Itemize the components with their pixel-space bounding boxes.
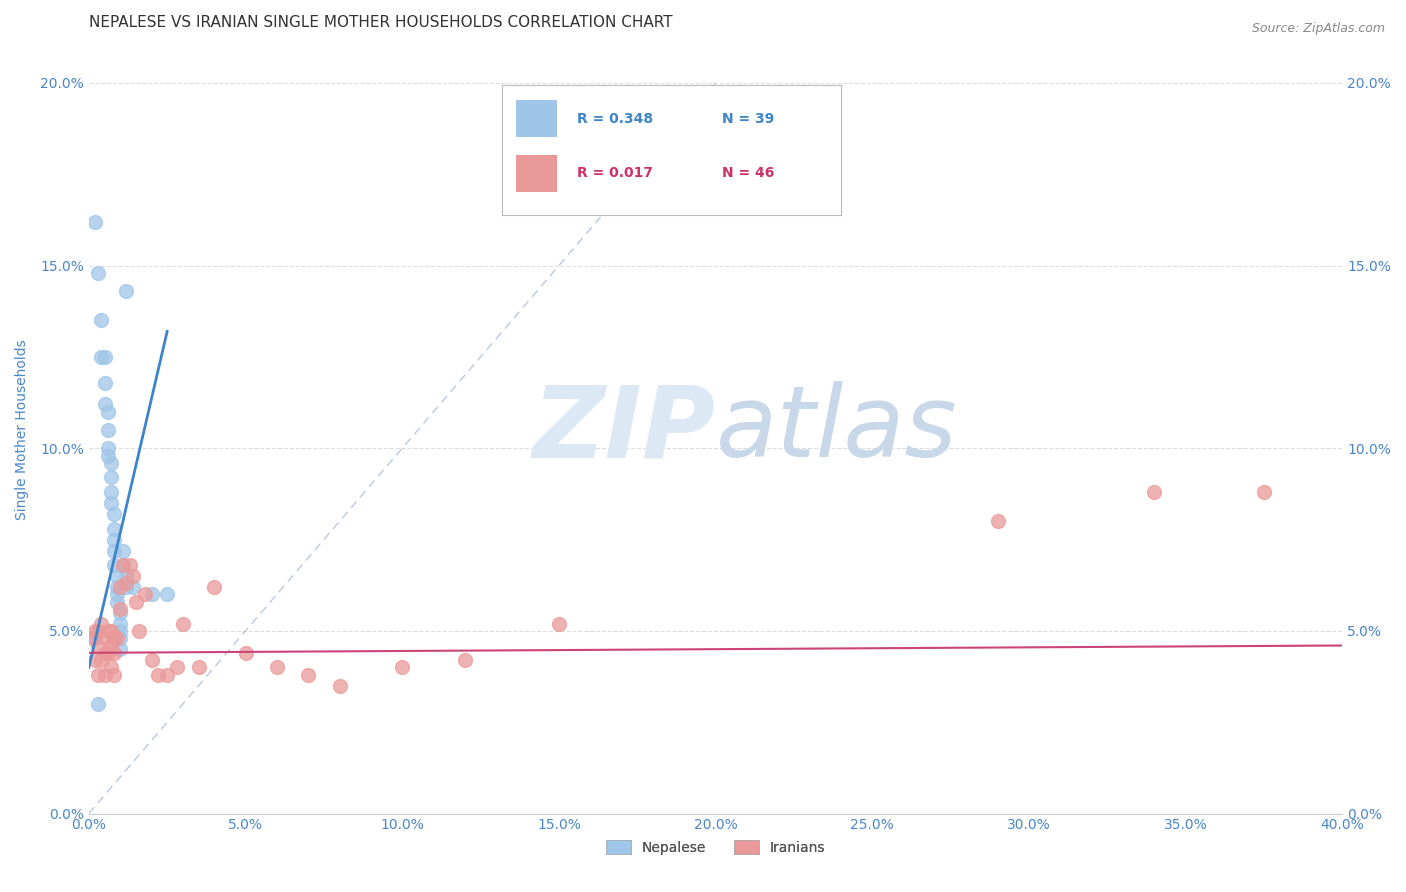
Point <box>87 667 110 681</box>
Point <box>93 350 115 364</box>
Point <box>115 580 138 594</box>
Point <box>100 624 122 638</box>
Point <box>84 631 107 645</box>
Point <box>121 569 143 583</box>
Point <box>97 423 120 437</box>
Point <box>103 522 125 536</box>
Point <box>297 667 319 681</box>
Point <box>128 624 150 638</box>
Point <box>93 646 115 660</box>
Point <box>97 624 120 638</box>
Point <box>108 606 131 620</box>
Point <box>87 266 110 280</box>
Point <box>112 543 135 558</box>
Point <box>90 350 112 364</box>
Point <box>121 580 143 594</box>
Point <box>97 449 120 463</box>
Point <box>97 405 120 419</box>
Point <box>156 587 179 601</box>
Point <box>80 631 103 645</box>
Point <box>454 653 477 667</box>
Point <box>108 624 131 638</box>
Point <box>108 642 131 657</box>
Point <box>103 507 125 521</box>
Point <box>90 653 112 667</box>
Point <box>97 442 120 456</box>
Point <box>100 485 122 500</box>
Point <box>266 660 288 674</box>
Point <box>134 587 156 601</box>
Point <box>103 631 125 645</box>
Point <box>108 631 131 645</box>
Point <box>118 558 141 573</box>
Point <box>115 284 138 298</box>
Point <box>125 595 148 609</box>
Point <box>328 679 350 693</box>
Point <box>100 496 122 510</box>
Point <box>87 697 110 711</box>
Text: NEPALESE VS IRANIAN SINGLE MOTHER HOUSEHOLDS CORRELATION CHART: NEPALESE VS IRANIAN SINGLE MOTHER HOUSEH… <box>89 15 672 30</box>
Text: Source: ZipAtlas.com: Source: ZipAtlas.com <box>1251 22 1385 36</box>
Point <box>141 587 163 601</box>
Point <box>187 660 209 674</box>
Point <box>100 660 122 674</box>
Point <box>105 569 128 583</box>
Point <box>93 376 115 390</box>
Text: atlas: atlas <box>716 382 957 478</box>
Point <box>987 514 1010 528</box>
Point <box>84 653 107 667</box>
Point <box>202 580 225 594</box>
Point <box>108 616 131 631</box>
Point <box>108 580 131 594</box>
Point <box>547 616 569 631</box>
Point <box>103 543 125 558</box>
Point <box>93 667 115 681</box>
Point <box>100 470 122 484</box>
Point <box>103 533 125 547</box>
Point <box>105 595 128 609</box>
Point <box>93 397 115 411</box>
Y-axis label: Single Mother Households: Single Mother Households <box>15 340 30 520</box>
Point <box>172 616 194 631</box>
Point <box>112 558 135 573</box>
Point <box>108 602 131 616</box>
Point <box>103 558 125 573</box>
Point <box>87 639 110 653</box>
Point <box>235 646 257 660</box>
Point <box>100 456 122 470</box>
Text: ZIP: ZIP <box>533 382 716 478</box>
Point <box>115 569 138 583</box>
Point <box>1143 485 1166 500</box>
Point <box>84 624 107 638</box>
Point <box>391 660 413 674</box>
Point <box>97 646 120 660</box>
Point <box>105 631 128 645</box>
Point <box>166 660 188 674</box>
Point <box>1253 485 1275 500</box>
Point <box>103 667 125 681</box>
Point <box>90 616 112 631</box>
Point <box>87 624 110 638</box>
Point <box>156 667 179 681</box>
Point <box>141 653 163 667</box>
Point <box>105 587 128 601</box>
Point <box>105 580 128 594</box>
Point <box>115 576 138 591</box>
Point <box>100 639 122 653</box>
Point <box>146 667 169 681</box>
Point <box>84 215 107 229</box>
Point <box>103 646 125 660</box>
Point <box>112 558 135 573</box>
Point <box>93 631 115 645</box>
Legend: Nepalese, Iranians: Nepalese, Iranians <box>600 834 831 860</box>
Point <box>90 313 112 327</box>
